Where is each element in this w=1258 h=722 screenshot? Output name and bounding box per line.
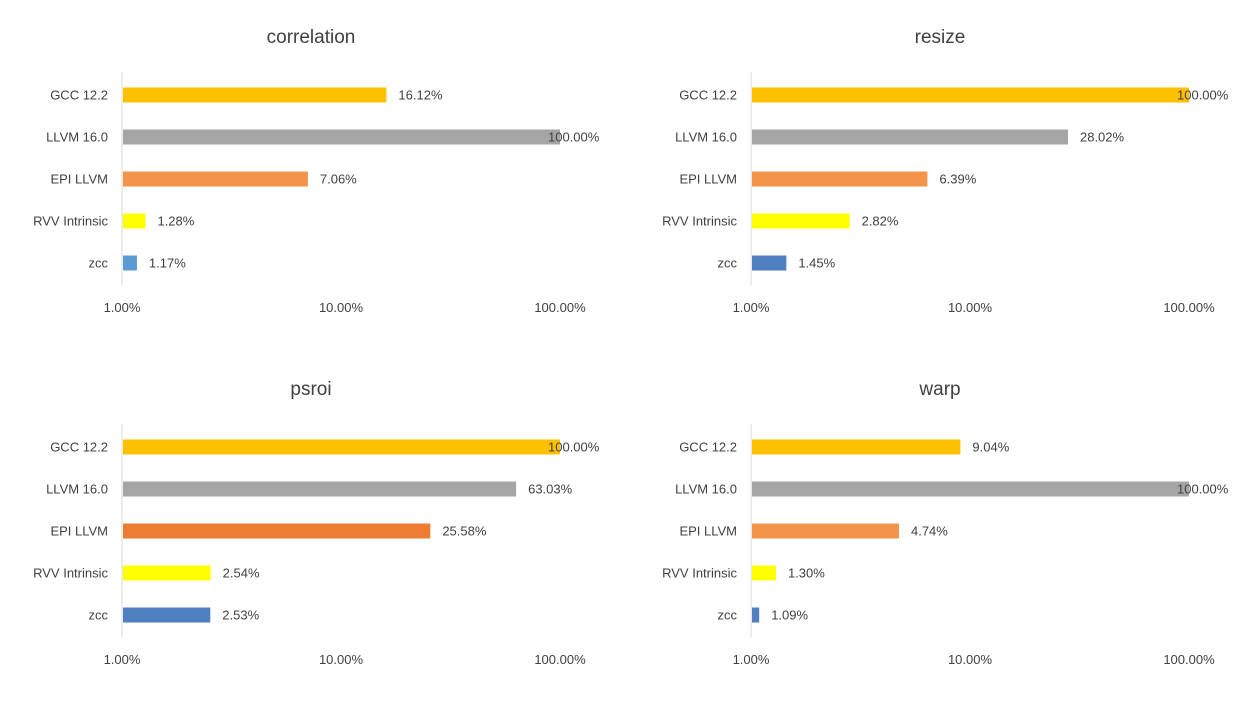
x-tick-label: 1.00% <box>104 300 141 315</box>
chart-title-psroi: psroi <box>290 379 331 400</box>
chart-title-warp: warp <box>918 379 960 400</box>
x-tick-label: 10.00% <box>948 652 993 667</box>
data-label: 4.74% <box>911 524 948 539</box>
category-label: LLVM 16.0 <box>675 130 737 145</box>
data-label: 100.00% <box>1177 482 1229 497</box>
bar-llvm-16-0 <box>123 129 560 145</box>
x-tick-label: 100.00% <box>534 652 586 667</box>
category-label: RVV Intrinsic <box>33 566 108 581</box>
chart-svg-psroi: psroi GCC 12.2 100.00% LLVM 16.0 63.03% EPI L… <box>33 379 600 667</box>
chart-title-correlation: correlation <box>267 27 356 48</box>
data-label: 100.00% <box>548 440 600 455</box>
x-tick-label: 10.00% <box>319 652 364 667</box>
category-label: LLVM 16.0 <box>46 482 108 497</box>
category-label: EPI LLVM <box>50 524 108 539</box>
bar-rvv-intrinsic <box>752 213 850 229</box>
category-label: EPI LLVM <box>679 172 737 187</box>
data-label: 2.82% <box>862 214 899 229</box>
category-label: RVV Intrinsic <box>662 566 737 581</box>
category-label: EPI LLVM <box>679 524 737 539</box>
data-label: 25.58% <box>442 524 487 539</box>
data-label: 100.00% <box>1177 88 1229 103</box>
x-tick-label: 10.00% <box>948 300 993 315</box>
data-label: 9.04% <box>972 440 1009 455</box>
bar-gcc-12-2 <box>123 87 387 103</box>
data-label: 1.17% <box>149 256 186 271</box>
x-tick-label: 10.00% <box>319 300 364 315</box>
x-tick-label: 1.00% <box>104 652 141 667</box>
chart-title-resize: resize <box>915 27 966 48</box>
bar-rvv-intrinsic <box>123 565 211 581</box>
category-label: zcc <box>89 608 109 623</box>
category-label: GCC 12.2 <box>50 440 108 455</box>
category-label: GCC 12.2 <box>50 88 108 103</box>
bar-gcc-12-2 <box>752 439 961 455</box>
x-tick-label: 1.00% <box>733 300 770 315</box>
bar-llvm-16-0 <box>752 481 1189 497</box>
data-label: 6.39% <box>939 172 976 187</box>
category-label: zcc <box>89 256 109 271</box>
x-tick-label: 100.00% <box>534 300 586 315</box>
bar-zcc <box>123 255 137 271</box>
data-label: 28.02% <box>1080 130 1125 145</box>
bar-gcc-12-2 <box>123 439 560 455</box>
data-label: 7.06% <box>320 172 357 187</box>
category-label: zcc <box>718 256 738 271</box>
data-label: 100.00% <box>548 130 600 145</box>
data-label: 63.03% <box>528 482 573 497</box>
data-label: 2.53% <box>222 608 259 623</box>
bar-zcc <box>752 607 760 623</box>
category-label: EPI LLVM <box>50 172 108 187</box>
chart-svg-resize: resize GCC 12.2 100.00% LLVM 16.0 28.02% EPI … <box>662 27 1229 315</box>
chart-svg-warp: warp GCC 12.2 9.04% LLVM 16.0 100.00% EPI LLV… <box>662 379 1229 667</box>
bar-gcc-12-2 <box>752 87 1189 103</box>
chart-svg-correlation: correlation GCC 12.2 16.12% LLVM 16.0 100.00… <box>33 27 600 315</box>
bar-rvv-intrinsic <box>123 213 146 229</box>
chart-panel-warp: warp GCC 12.2 9.04% LLVM 16.0 100.00% EPI LLV… <box>629 352 1258 713</box>
bar-zcc <box>123 607 211 623</box>
category-label: LLVM 16.0 <box>675 482 737 497</box>
category-label: GCC 12.2 <box>679 440 737 455</box>
bar-llvm-16-0 <box>752 129 1068 145</box>
bar-zcc <box>752 255 787 271</box>
data-label: 16.12% <box>398 88 443 103</box>
bar-epi-llvm <box>752 523 899 539</box>
data-label: 1.30% <box>788 566 825 581</box>
bar-epi-llvm <box>123 171 308 187</box>
x-tick-label: 100.00% <box>1163 652 1215 667</box>
category-label: RVV Intrinsic <box>33 214 108 229</box>
category-label: zcc <box>718 608 738 623</box>
data-label: 1.28% <box>157 214 194 229</box>
chart-panel-psroi: psroi GCC 12.2 100.00% LLVM 16.0 63.03% EPI L… <box>0 352 629 713</box>
category-label: LLVM 16.0 <box>46 130 108 145</box>
bar-llvm-16-0 <box>123 481 517 497</box>
x-tick-label: 1.00% <box>733 652 770 667</box>
bar-epi-llvm <box>123 523 431 539</box>
data-label: 2.54% <box>223 566 260 581</box>
bar-rvv-intrinsic <box>752 565 776 581</box>
category-label: GCC 12.2 <box>679 88 737 103</box>
x-tick-label: 100.00% <box>1163 300 1215 315</box>
data-label: 1.45% <box>798 256 835 271</box>
chart-panel-correlation: correlation GCC 12.2 16.12% LLVM 16.0 100.00… <box>0 0 629 361</box>
bar-epi-llvm <box>752 171 928 187</box>
data-label: 1.09% <box>771 608 808 623</box>
chart-panel-resize: resize GCC 12.2 100.00% LLVM 16.0 28.02% EPI … <box>629 0 1258 361</box>
category-label: RVV Intrinsic <box>662 214 737 229</box>
